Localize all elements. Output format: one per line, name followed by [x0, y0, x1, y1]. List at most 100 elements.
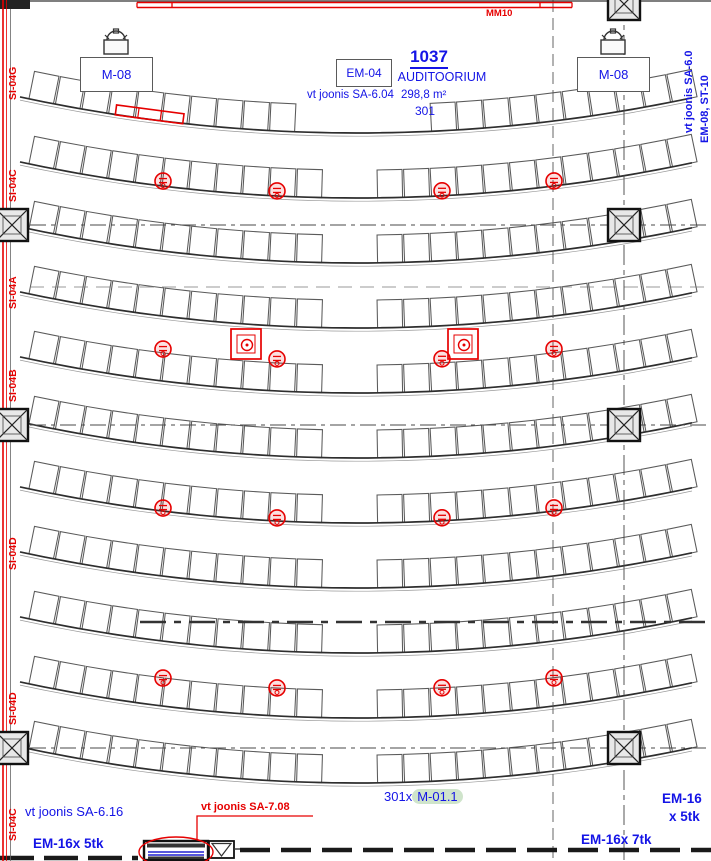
left-wall-label: SI-04D — [7, 537, 19, 570]
em16-right-label-1: EM-16 — [662, 791, 702, 806]
seat-row — [19, 718, 698, 787]
seat — [108, 345, 139, 378]
seat — [242, 620, 271, 652]
seat — [535, 91, 565, 124]
seat — [614, 469, 645, 503]
seat — [666, 718, 698, 753]
seat — [376, 168, 404, 199]
left-wall-label: SI-04C — [7, 169, 19, 202]
seat — [455, 164, 485, 196]
seat — [403, 167, 431, 198]
left-wall-label: SI-04C — [7, 808, 19, 841]
seat — [161, 287, 191, 320]
seat — [482, 227, 511, 259]
seat — [376, 753, 404, 784]
speaker-symbol-icon — [545, 340, 563, 358]
seat — [54, 205, 86, 240]
seat — [482, 292, 511, 324]
seat — [54, 725, 86, 760]
seat — [508, 94, 538, 127]
seat — [81, 145, 112, 179]
seat — [376, 623, 404, 654]
seat — [561, 542, 592, 576]
speaker-symbol-icon — [154, 669, 172, 687]
door-equipment-icon — [142, 839, 240, 861]
seat — [161, 612, 191, 645]
seat — [54, 140, 86, 175]
seat — [482, 97, 511, 129]
seat — [161, 92, 191, 125]
seat — [587, 603, 619, 637]
seat — [81, 210, 112, 244]
seat — [508, 289, 538, 322]
seat — [429, 296, 458, 327]
ref-drawing-top: vt joonis SA-6.04 — [307, 89, 394, 101]
seat — [296, 298, 323, 329]
seat — [242, 490, 271, 522]
seat — [54, 400, 86, 435]
m08-right-label: M-08 — [598, 67, 629, 82]
speaker-symbol-icon — [154, 499, 172, 517]
revision-cloud — [138, 836, 214, 861]
seat — [134, 219, 165, 252]
seat — [376, 688, 404, 719]
seat — [455, 359, 485, 391]
seat — [508, 614, 538, 647]
seat — [640, 269, 672, 303]
seat — [215, 683, 244, 715]
seat — [134, 89, 165, 122]
seat — [403, 687, 431, 718]
seat — [108, 670, 139, 703]
seat — [535, 286, 565, 319]
seat — [587, 343, 619, 377]
row-step-arc — [19, 486, 693, 524]
ceiling-device-icon — [230, 328, 262, 360]
seat — [482, 422, 511, 454]
seat — [587, 538, 619, 572]
seat — [587, 668, 619, 702]
seat-count-tag: 301x M-01.1 — [384, 789, 463, 804]
seat — [242, 165, 271, 197]
seat — [429, 231, 458, 262]
row-step-arc — [19, 551, 693, 589]
seat — [640, 529, 672, 563]
seat — [666, 133, 698, 168]
seat — [296, 233, 323, 264]
seat — [242, 100, 271, 132]
column-marker-icon — [606, 407, 642, 443]
column-marker-icon — [606, 207, 642, 243]
seat-row — [19, 653, 698, 722]
seat — [403, 427, 431, 458]
seat — [108, 540, 139, 573]
seat-row — [19, 588, 698, 657]
room-number: 1037 — [398, 47, 460, 69]
seat — [614, 599, 645, 633]
seat — [666, 588, 698, 623]
seat — [269, 622, 297, 653]
seat — [455, 294, 485, 326]
seat — [81, 535, 112, 569]
seat — [242, 230, 271, 262]
seat — [508, 159, 538, 192]
row-step-arc — [19, 616, 693, 654]
seat — [54, 595, 86, 630]
seat — [482, 487, 511, 519]
seat-type-highlight: M-01.1 — [412, 789, 463, 804]
seat — [403, 752, 431, 783]
seat — [455, 424, 485, 456]
seat — [455, 229, 485, 261]
seat — [296, 428, 323, 459]
seat — [587, 148, 619, 182]
seat — [403, 362, 431, 393]
seat — [188, 745, 218, 778]
row-step-arc-thin — [19, 99, 693, 137]
seat — [614, 274, 645, 308]
seat — [296, 168, 323, 199]
seat — [535, 416, 565, 449]
seat — [640, 464, 672, 498]
seat — [215, 228, 244, 260]
room-area: 298,8 m² — [401, 89, 447, 101]
right-margin-ref-2: EM-08, ST-10 — [699, 75, 711, 143]
seat — [134, 739, 165, 772]
seat — [54, 660, 86, 695]
